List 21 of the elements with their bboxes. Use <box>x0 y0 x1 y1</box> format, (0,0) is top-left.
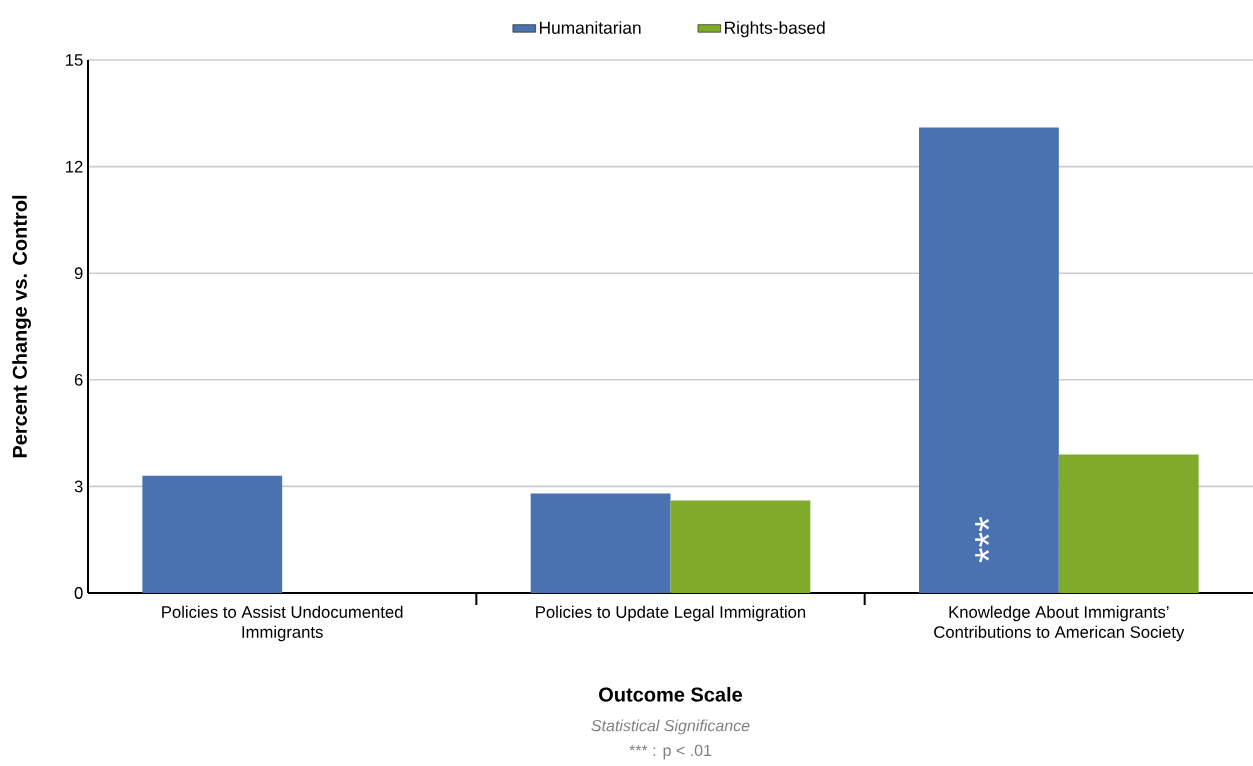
x-tick-label: Policies to Update Legal Immigration <box>536 605 806 622</box>
y-tick-label: 15 <box>66 54 83 66</box>
annotation: *** <box>975 516 990 563</box>
bar <box>919 127 1059 593</box>
text: *** : p < .01 <box>629 744 712 760</box>
legend-label: Humanitarian <box>539 21 641 34</box>
x-tick-label: Knowledge About Immigrants’ Contributions to American Society <box>934 605 1185 642</box>
y-tick-label: 12 <box>66 160 83 173</box>
y-tick-label: 3 <box>74 480 83 493</box>
y-axis-title: Percent Change vs. Control <box>12 195 31 458</box>
y-tick-label: 9 <box>74 267 83 280</box>
y-tick-label: 6 <box>74 373 83 386</box>
y-tick-label: 0 <box>74 587 83 599</box>
bar <box>670 500 811 593</box>
legend-label: Rights-based <box>725 21 825 38</box>
bar <box>530 493 671 593</box>
text: Statistical Significance <box>591 719 750 735</box>
bar <box>1058 454 1199 593</box>
x-axis-title: Outcome Scale <box>599 686 743 702</box>
bar <box>142 475 283 593</box>
x-tick-label: Policies to Assist Undocumented Immigrants <box>162 605 403 642</box>
